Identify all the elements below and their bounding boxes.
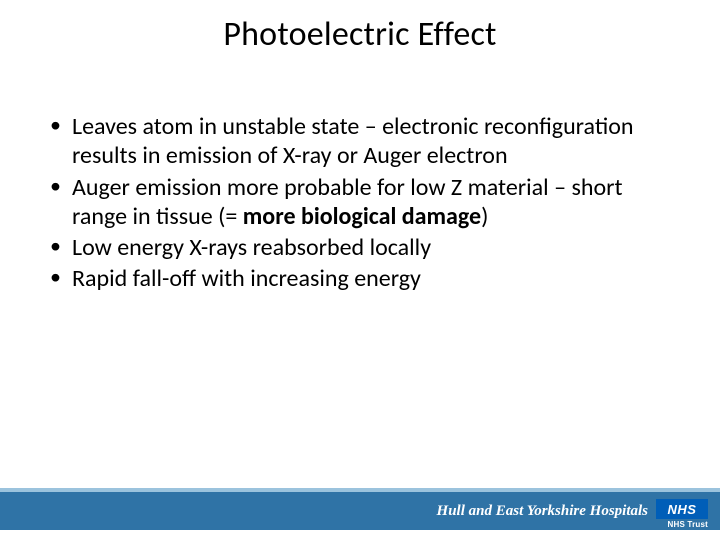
bullet-item: Rapid fall-off with increasing energy — [46, 264, 680, 293]
footer-org-name: Hull and East Yorkshire Hospitals — [437, 503, 648, 520]
bullet-item: Auger emission more probable for low Z m… — [46, 173, 680, 232]
bullet-item: Leaves atom in unstable state – electron… — [46, 112, 680, 171]
bullet-text-pre: Low energy X-rays reabsorbed locally — [72, 233, 431, 262]
bullet-text-post: ) — [481, 202, 488, 231]
nhs-trust-label: NHS Trust — [668, 520, 708, 529]
footer-bar: Hull and East Yorkshire Hospitals NHS NH… — [0, 488, 720, 530]
bullet-item: Low energy X-rays reabsorbed locally — [46, 233, 680, 262]
nhs-logo: NHS — [656, 499, 708, 519]
nhs-logo-text: NHS — [668, 502, 697, 517]
slide-title: Photoelectric Effect — [0, 14, 720, 55]
slide-body: Leaves atom in unstable state – electron… — [46, 112, 680, 296]
footer-stripe-dark: Hull and East Yorkshire Hospitals NHS NH… — [0, 492, 720, 530]
bullet-text-bold: more biological damage — [243, 202, 481, 231]
bullet-text-pre: Leaves atom in unstable state – electron… — [72, 112, 633, 170]
bullet-text-pre: Rapid fall-off with increasing energy — [72, 264, 421, 293]
slide: Photoelectric Effect Leaves atom in unst… — [0, 0, 720, 540]
bullet-list: Leaves atom in unstable state – electron… — [46, 112, 680, 294]
